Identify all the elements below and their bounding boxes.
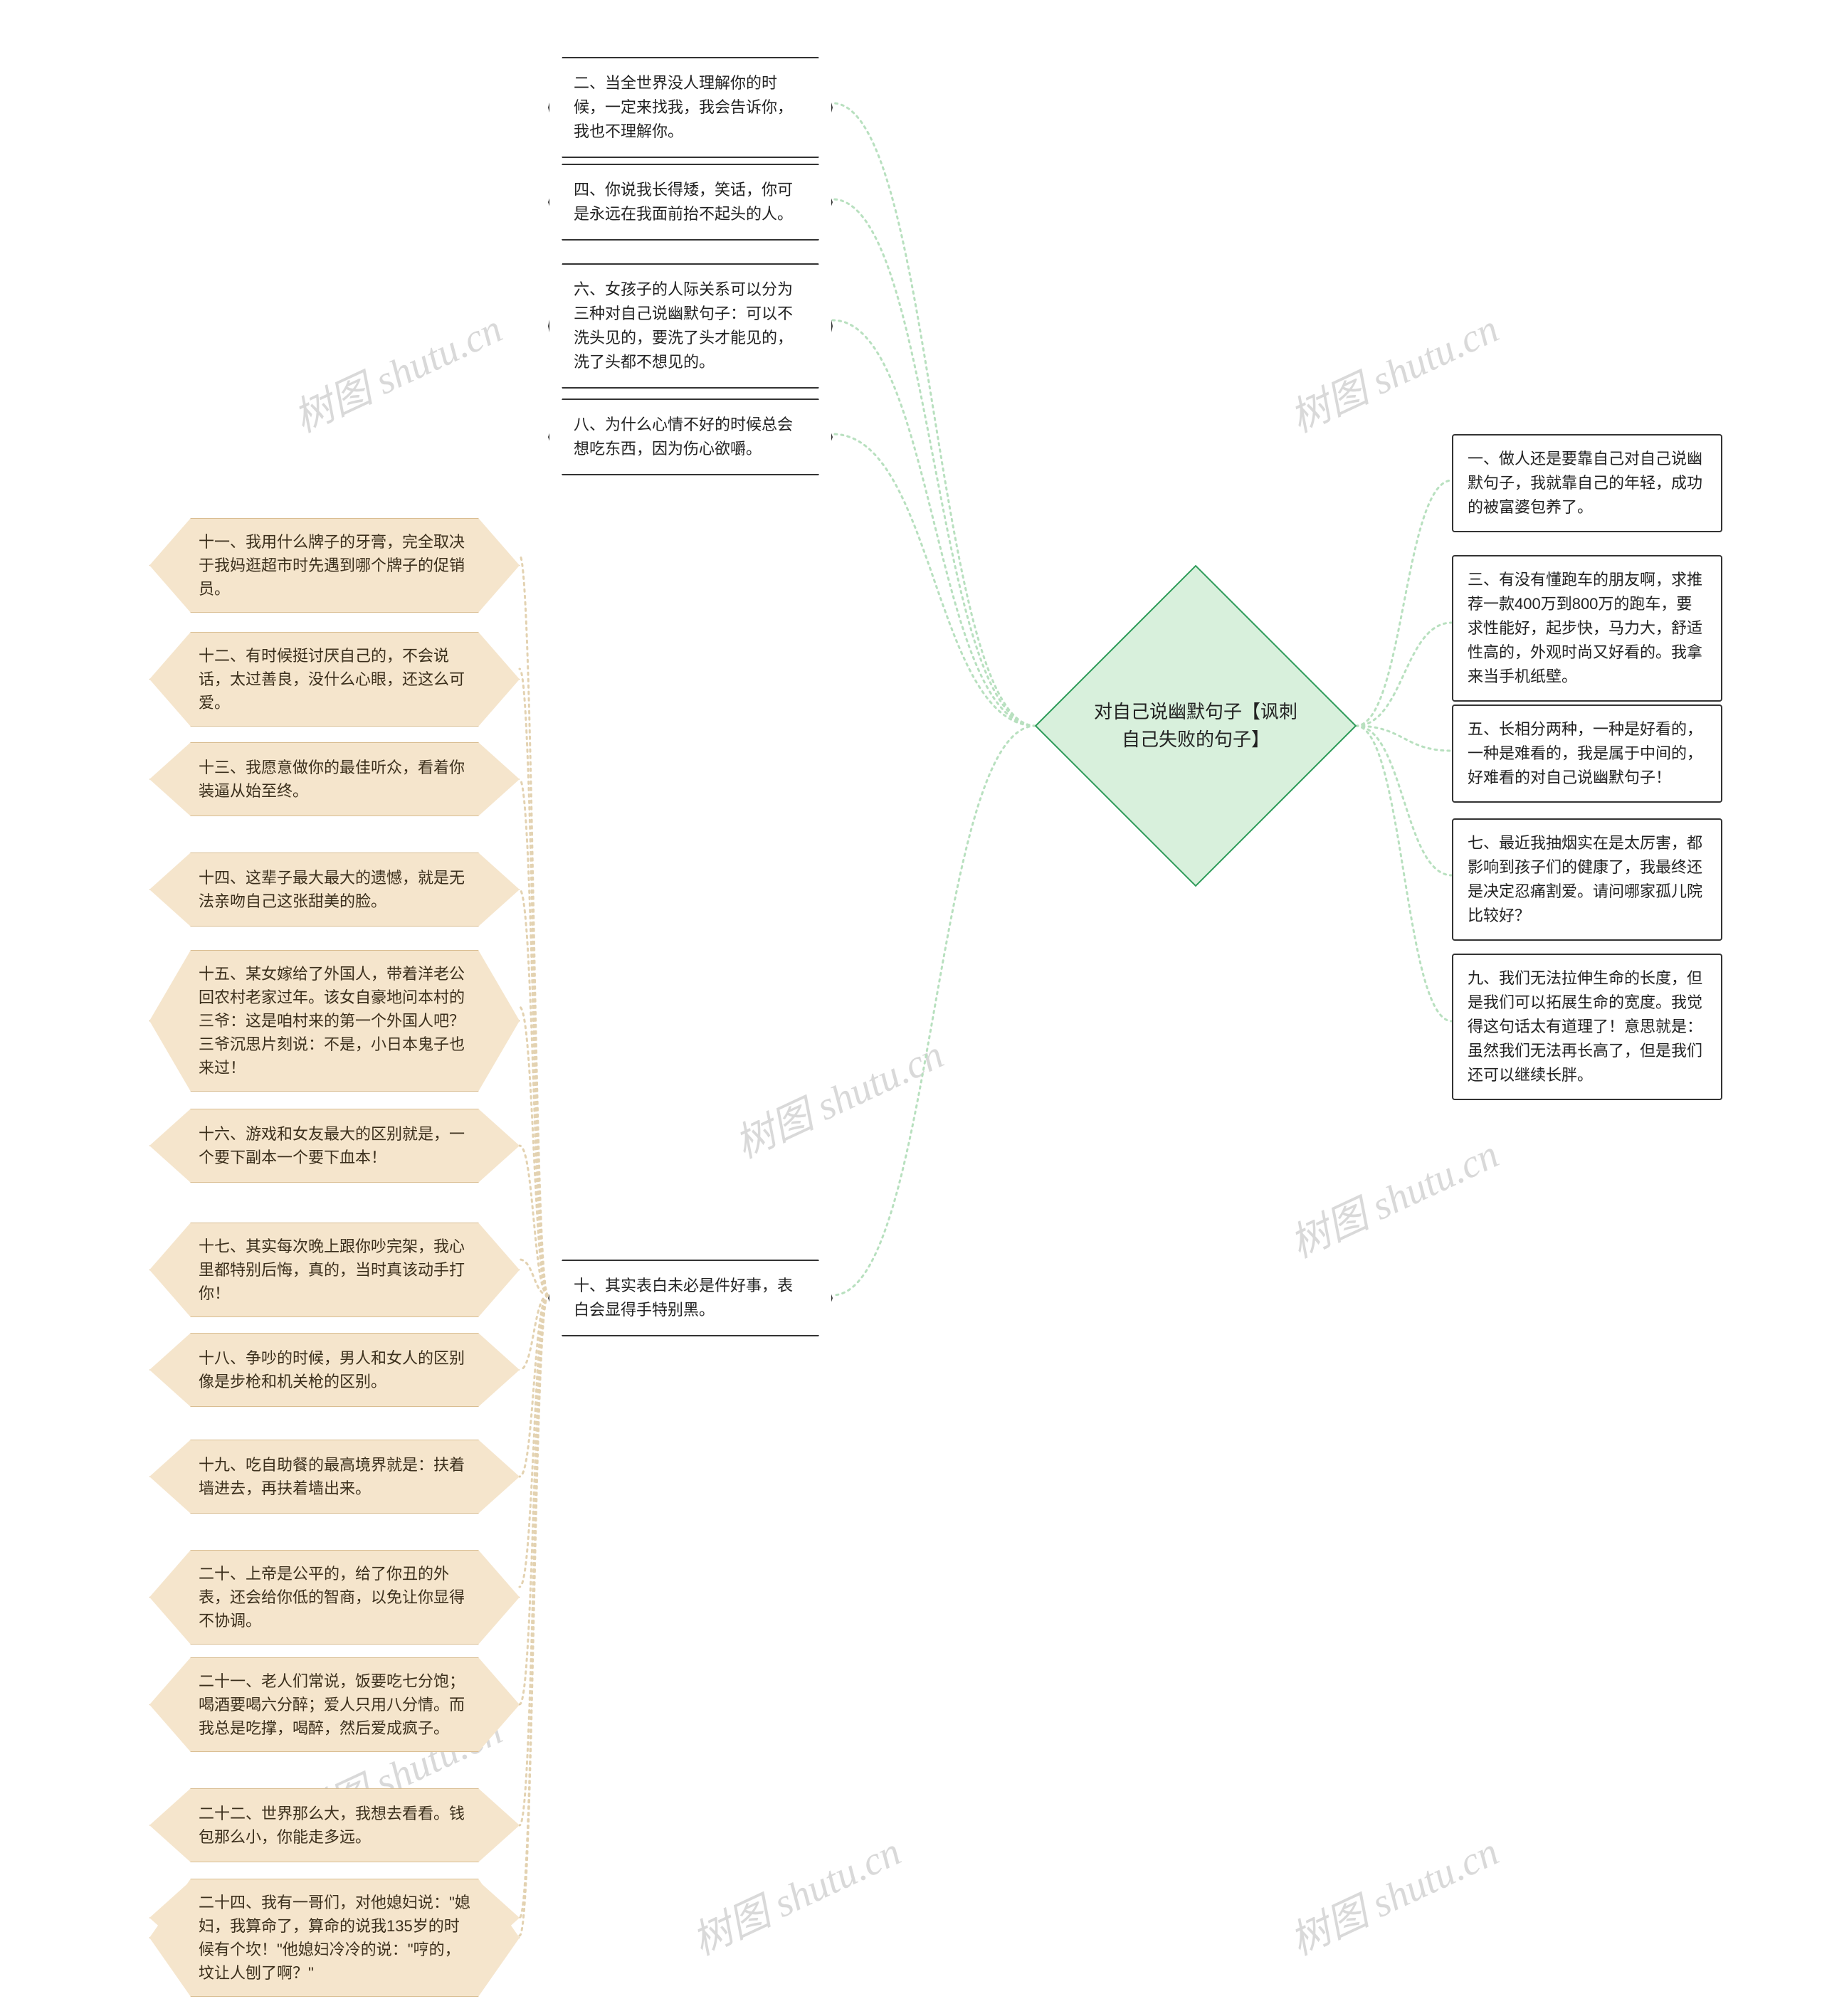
right-node-r3: 三、有没有懂跑车的朋友啊，求推荐一款400万到800万的跑车，要求性能好，起步快…: [1452, 555, 1722, 702]
watermark: 树图 shutu.cn: [1280, 1820, 1507, 1966]
leaf-text-l18: 十八、争吵的时候，男人和女人的区别像是步枪和机关枪的区别。: [199, 1346, 470, 1393]
leaf-node-l15: 十五、某女嫁给了外国人，带着洋老公回农村老家过年。该女自豪地问本村的三爷：这是咱…: [149, 950, 520, 1092]
watermark: 树图 shutu.cn: [725, 1023, 952, 1169]
watermark: 树图 shutu.cn: [283, 297, 510, 443]
leaf-node-l24: 二十四、我有一哥们，对他媳妇说："媳妇，我算命了，算命的说我135岁的时候有个坎…: [149, 1879, 520, 1997]
leaf-text-l22: 二十二、世界那么大，我想去看看。钱包那么小，你能走多远。: [199, 1802, 470, 1849]
leaf-text-l12: 十二、有时候挺讨厌自己的，不会说话，太过善良，没什么心眼，还这么可爱。: [199, 644, 470, 714]
leaf-node-l11: 十一、我用什么牌子的牙膏，完全取决于我妈逛超市时先遇到哪个牌子的促销员。: [149, 518, 520, 613]
leaf-text-l13: 十三、我愿意做你的最佳听众，看着你装逼从始至终。: [199, 756, 470, 803]
leaf-text-l17: 十七、其实每次晚上跟你吵完架，我心里都特别后悔，真的，当时真该动手打你！: [199, 1235, 470, 1305]
right-node-r5: 五、长相分两种，一种是好看的，一种是难看的，我是属于中间的，好难看的对自己说幽默…: [1452, 704, 1722, 803]
mid-node-m10: 十、其实表白未必是件好事，表白会显得手特别黑。: [548, 1260, 833, 1336]
right-node-r7: 七、最近我抽烟实在是太厉害，都影响到孩子们的健康了，我最终还是决定忍痛割爱。请问…: [1452, 818, 1722, 941]
root-node: 对自己说幽默句子【讽刺自己失败的句子】: [1082, 612, 1310, 840]
mid-node-m4: 四、你说我长得矮，笑话，你可是永远在我面前抬不起头的人。: [548, 164, 833, 241]
leaf-node-l14: 十四、这辈子最大最大的遗憾，就是无法亲吻自己这张甜美的脸。: [149, 853, 520, 927]
leaf-text-l14: 十四、这辈子最大最大的遗憾，就是无法亲吻自己这张甜美的脸。: [199, 866, 470, 913]
leaf-node-l18: 十八、争吵的时候，男人和女人的区别像是步枪和机关枪的区别。: [149, 1333, 520, 1407]
leaf-node-l19: 十九、吃自助餐的最高境界就是：扶着墙进去，再扶着墙出来。: [149, 1440, 520, 1514]
leaf-text-l19: 十九、吃自助餐的最高境界就是：扶着墙进去，再扶着墙出来。: [199, 1453, 470, 1500]
leaf-node-l17: 十七、其实每次晚上跟你吵完架，我心里都特别后悔，真的，当时真该动手打你！: [149, 1223, 520, 1317]
root-label: 对自己说幽默句子【讽刺自己失败的句子】: [1068, 698, 1324, 754]
leaf-node-l21: 二十一、老人们常说，饭要吃七分饱；喝酒要喝六分醉；爱人只用八分情。而我总是吃撑，…: [149, 1657, 520, 1752]
watermark: 树图 shutu.cn: [1280, 1122, 1507, 1269]
leaf-node-l22: 二十二、世界那么大，我想去看看。钱包那么小，你能走多远。: [149, 1788, 520, 1862]
leaf-text-l21: 二十一、老人们常说，饭要吃七分饱；喝酒要喝六分醉；爱人只用八分情。而我总是吃撑，…: [199, 1669, 470, 1740]
root-label-line2: 自己失败的句子】: [1122, 729, 1270, 750]
watermark: 树图 shutu.cn: [682, 1820, 909, 1966]
leaf-node-l13: 十三、我愿意做你的最佳听众，看着你装逼从始至终。: [149, 742, 520, 816]
leaf-node-l12: 十二、有时候挺讨厌自己的，不会说话，太过善良，没什么心眼，还这么可爱。: [149, 632, 520, 727]
right-node-r1: 一、做人还是要靠自己对自己说幽默句子，我就靠自己的年轻，成功的被富婆包养了。: [1452, 434, 1722, 532]
leaf-text-l24: 二十四、我有一哥们，对他媳妇说："媳妇，我算命了，算命的说我135岁的时候有个坎…: [199, 1891, 470, 1985]
leaf-text-l15: 十五、某女嫁给了外国人，带着洋老公回农村老家过年。该女自豪地问本村的三爷：这是咱…: [199, 962, 470, 1080]
leaf-text-l11: 十一、我用什么牌子的牙膏，完全取决于我妈逛超市时先遇到哪个牌子的促销员。: [199, 530, 470, 601]
mid-node-m8: 八、为什么心情不好的时候总会想吃东西，因为伤心欲嚼。: [548, 399, 833, 475]
mid-node-m6: 六、女孩子的人际关系可以分为三种对自己说幽默句子：可以不洗头见的，要洗了头才能见…: [548, 263, 833, 389]
leaf-text-l20: 二十、上帝是公平的，给了你丑的外表，还会给你低的智商，以免让你显得不协调。: [199, 1562, 470, 1632]
watermark: 树图 shutu.cn: [1280, 297, 1507, 443]
leaf-node-l16: 十六、游戏和女友最大的区别就是，一个要下副本一个要下血本！: [149, 1109, 520, 1183]
leaf-node-l20: 二十、上帝是公平的，给了你丑的外表，还会给你低的智商，以免让你显得不协调。: [149, 1550, 520, 1645]
leaf-text-l16: 十六、游戏和女友最大的区别就是，一个要下副本一个要下血本！: [199, 1122, 470, 1169]
right-node-r9: 九、我们无法拉伸生命的长度，但是我们可以拓展生命的宽度。我觉得这句话太有道理了！…: [1452, 954, 1722, 1100]
mid-node-m2: 二、当全世界没人理解你的时候，一定来找我，我会告诉你，我也不理解你。: [548, 57, 833, 158]
